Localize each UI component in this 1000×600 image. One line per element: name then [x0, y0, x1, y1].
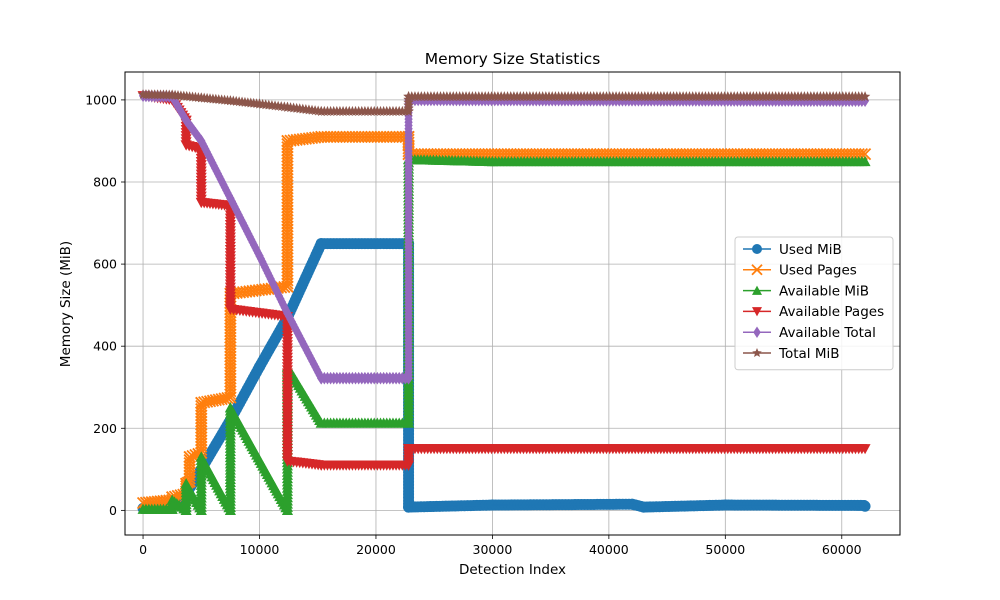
legend-label: Used Pages: [779, 263, 857, 279]
legend-swatch-marker: [753, 326, 761, 338]
legend-item: Available Total: [743, 325, 876, 341]
chart-title: Memory Size Statistics: [425, 50, 601, 68]
legend-item: Used Pages: [743, 263, 857, 279]
y-axis-label: Memory Size (MiB): [58, 241, 74, 367]
x-tick-label: 0: [139, 542, 147, 557]
legend-label: Total MiB: [778, 346, 839, 362]
data-point: [859, 155, 871, 167]
legend-label: Available Pages: [779, 304, 884, 320]
legend-item: Available MiB: [743, 283, 869, 299]
plot-frame: [124, 71, 901, 536]
series-line: [143, 95, 866, 379]
y-tick-label: 1000: [85, 92, 117, 107]
y-tick-label: 200: [93, 421, 117, 436]
x-tick-label: 20000: [356, 542, 396, 557]
legend-swatch-marker: [752, 244, 762, 254]
y-tick-label: 0: [109, 503, 117, 518]
legend-label: Used MiB: [779, 242, 842, 258]
legend-swatch-marker: [752, 307, 762, 317]
x-tick-label: 50000: [705, 542, 745, 557]
legend-box: [734, 236, 894, 371]
legend-item: Used MiB: [743, 242, 842, 258]
legend-item: Available Pages: [743, 304, 884, 320]
legend: Used MiB Used Pages Available MiB Available…: [734, 236, 894, 371]
y-tick-label: 600: [93, 257, 117, 272]
x-tick-label: 60000: [822, 542, 862, 557]
legend-swatch-marker: [752, 348, 762, 358]
axis-ticks: 0 10000 20000 30000 40000 50000 60000 0 200 400 60…: [85, 92, 862, 557]
x-tick-label: 10000: [240, 542, 280, 557]
x-tick-label: 30000: [473, 542, 513, 557]
series-available-pages: [137, 91, 871, 471]
series-total-mib: [137, 89, 871, 116]
series-used-pages: [136, 130, 872, 510]
y-tick-label: 400: [93, 339, 117, 354]
legend-item: Total MiB: [743, 346, 839, 362]
legend-label: Available Total: [779, 325, 876, 341]
data-point: [859, 444, 871, 455]
legend-label: Available MiB: [779, 283, 869, 299]
legend-swatch-marker: [751, 264, 763, 276]
data-point: [859, 500, 871, 512]
x-axis-label: Detection Index: [459, 562, 566, 578]
legend-swatch-marker: [752, 285, 762, 295]
series-layer: [136, 89, 872, 516]
series-line: [142, 136, 866, 504]
y-tick-label: 800: [93, 175, 117, 190]
x-tick-label: 40000: [589, 542, 629, 557]
series-line: [143, 93, 866, 113]
